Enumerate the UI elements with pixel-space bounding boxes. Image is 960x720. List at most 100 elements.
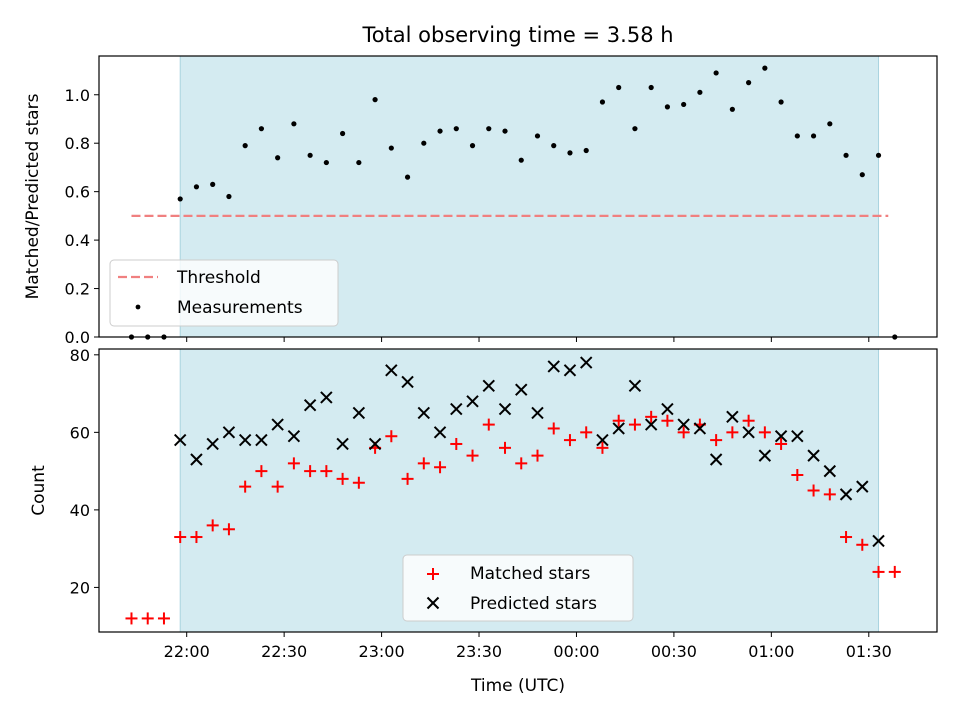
predicted-star-point	[401, 375, 414, 389]
measurement-point	[437, 128, 443, 134]
matched-star-point	[271, 480, 284, 493]
x-marker-b	[401, 375, 414, 389]
x-marker-b	[336, 437, 349, 451]
matched-star-point	[190, 531, 203, 544]
matched-star-point	[661, 414, 674, 427]
x-marker-b	[807, 449, 820, 462]
x-marker-b	[482, 379, 495, 393]
top-y-tick-label: 0.8	[65, 134, 90, 153]
measurement-point	[810, 133, 817, 139]
legend-predicted-label: Predicted stars	[470, 594, 597, 614]
legend-measurements-label: Measurements	[177, 298, 303, 318]
x-marker-b	[222, 426, 236, 439]
matched-star-point	[222, 523, 235, 536]
x-marker-b	[433, 426, 447, 439]
x-marker-b	[758, 449, 772, 462]
predicted-star-point	[856, 480, 869, 493]
measurement-point	[226, 193, 232, 200]
predicted-star-point	[758, 449, 772, 462]
measurement-point	[827, 121, 833, 127]
x-tick-label: 23:00	[359, 642, 405, 661]
predicted-star-point	[320, 391, 333, 404]
legend-x-marker	[426, 596, 440, 610]
x-marker-b	[531, 406, 544, 420]
measurement-point	[404, 174, 411, 180]
top-y-tick-label: 0.0	[65, 328, 90, 347]
predicted-star-point	[628, 379, 642, 393]
measurement-point	[551, 143, 557, 149]
x-marker-b	[644, 418, 658, 431]
measurement-point	[778, 99, 784, 105]
x-marker-b	[173, 433, 187, 447]
matched-star-point	[239, 480, 252, 493]
matched-star-point	[466, 449, 479, 462]
predicted-star-point	[807, 449, 820, 462]
x-marker-b	[190, 453, 203, 466]
matched-star-point	[612, 414, 625, 427]
x-tick-label: 22:00	[164, 642, 210, 661]
legend-matched-swatch	[427, 568, 439, 580]
measurement-point	[323, 159, 329, 166]
measurement-point	[681, 101, 687, 108]
measurement-point	[453, 126, 459, 132]
matched-star-point	[840, 531, 853, 544]
x-marker-b	[612, 422, 625, 435]
top-axes-frame	[98, 55, 938, 338]
matched-star-point	[434, 461, 447, 474]
predicted-star-point	[596, 433, 609, 447]
predicted-star-point	[173, 433, 187, 447]
x-marker-b	[742, 426, 755, 439]
matched-star-point	[450, 437, 463, 450]
matched-star-point	[141, 612, 154, 625]
matched-star-point	[417, 457, 430, 470]
top-y-tick-label: 0.2	[65, 280, 90, 299]
measurement-point	[486, 126, 492, 132]
x-marker-b	[426, 596, 440, 610]
predicted-star-point	[823, 464, 837, 478]
matched-star-point	[726, 426, 739, 439]
top-legend-box	[109, 259, 339, 327]
matched-star-point	[628, 418, 641, 431]
measurement-point	[340, 130, 346, 137]
x-marker-b	[872, 534, 885, 548]
measurement-point	[648, 84, 654, 91]
x-tick-label: 22:30	[261, 642, 307, 661]
predicted-star-point	[677, 418, 690, 431]
predicted-star-point	[580, 356, 593, 369]
x-tick-label: 00:30	[651, 642, 697, 661]
measurement-point	[372, 97, 378, 103]
measurement-point	[356, 159, 362, 166]
measurement-point	[177, 196, 183, 202]
matched-star-point	[856, 538, 869, 551]
x-marker-b	[856, 480, 869, 493]
predicted-star-point	[190, 453, 203, 466]
measurement-point	[843, 152, 849, 158]
predicted-star-point	[206, 437, 219, 451]
measurement-point	[567, 150, 573, 156]
x-marker-b	[547, 360, 560, 373]
measurement-point	[502, 128, 508, 134]
x-marker-b	[287, 430, 301, 443]
x-marker-b	[709, 453, 723, 466]
predicted-star-point	[563, 364, 577, 377]
x-tick-label: 00:00	[553, 642, 599, 661]
measurement-point	[729, 106, 735, 112]
measurement-point	[794, 133, 800, 139]
x-marker-b	[596, 433, 609, 447]
predicted-star-point	[693, 422, 707, 435]
matched-star-point	[320, 465, 333, 478]
matched-star-point	[157, 612, 170, 625]
top-y-tick-label: 1.0	[65, 86, 90, 105]
measurement-point	[388, 145, 394, 151]
matched-star-point	[515, 457, 528, 470]
x-marker-b	[368, 437, 382, 451]
bottom-y-tick-label: 40	[70, 501, 90, 520]
predicted-star-point	[498, 402, 512, 416]
predicted-star-point	[742, 426, 755, 439]
matched-star-point	[775, 437, 788, 450]
measurement-point	[518, 157, 524, 163]
matched-star-point	[758, 426, 771, 439]
predicted-star-point	[791, 430, 804, 443]
predicted-star-point	[774, 430, 788, 443]
matched-star-point	[807, 484, 820, 497]
